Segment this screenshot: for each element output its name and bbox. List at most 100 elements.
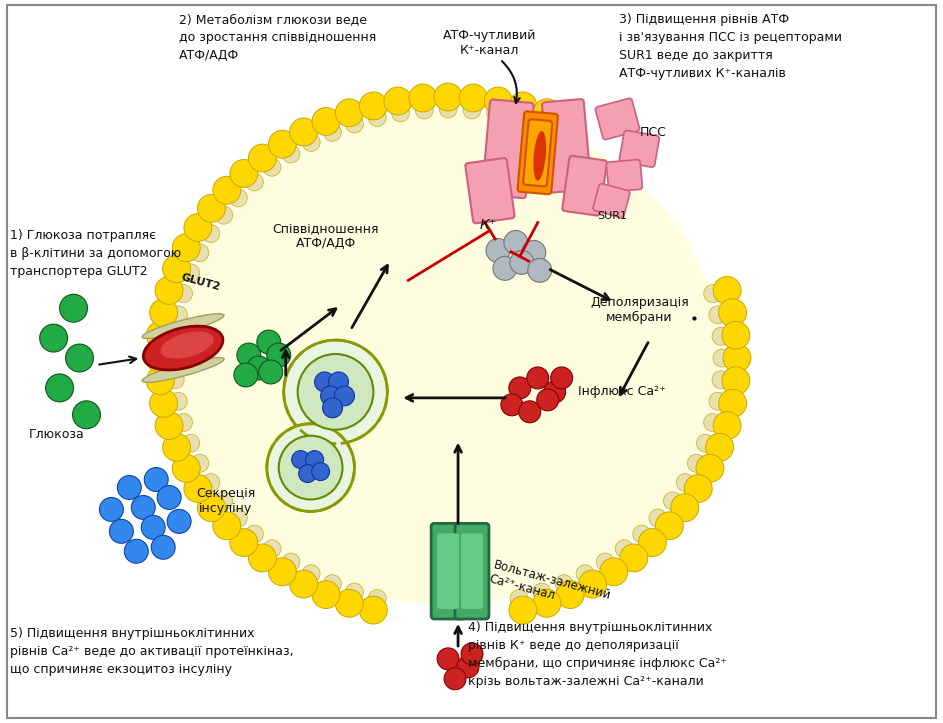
Circle shape (302, 133, 320, 151)
Circle shape (248, 144, 276, 172)
Circle shape (117, 476, 141, 500)
Circle shape (234, 363, 257, 387)
Circle shape (712, 371, 730, 389)
Circle shape (434, 83, 462, 111)
Circle shape (141, 515, 165, 539)
Circle shape (687, 454, 705, 472)
Circle shape (146, 367, 174, 395)
FancyBboxPatch shape (438, 534, 459, 609)
Circle shape (457, 656, 479, 677)
Circle shape (709, 306, 727, 324)
Circle shape (282, 145, 300, 163)
Text: Інфлюкс Са²⁺: Інфлюкс Са²⁺ (578, 385, 666, 398)
Circle shape (556, 108, 584, 135)
Circle shape (73, 401, 101, 429)
Circle shape (485, 87, 512, 115)
Text: К⁺: К⁺ (479, 218, 497, 233)
Circle shape (245, 525, 263, 543)
Circle shape (302, 565, 320, 583)
Text: 5) Підвищення внутрішньоклітинних
рівнів Са²⁺ веде до активації протеїнкіназ,
що: 5) Підвищення внутрішньоклітинних рівнів… (9, 627, 293, 676)
Circle shape (202, 225, 220, 242)
Circle shape (359, 92, 388, 120)
Circle shape (391, 104, 409, 121)
Circle shape (676, 474, 694, 492)
Circle shape (509, 92, 537, 120)
Circle shape (345, 115, 363, 133)
Circle shape (323, 124, 341, 141)
Text: АТФ-чутливий
К⁺-канал: АТФ-чутливий К⁺-канал (443, 29, 537, 57)
Circle shape (463, 101, 481, 119)
Circle shape (174, 285, 192, 302)
Circle shape (197, 494, 225, 522)
Circle shape (345, 583, 363, 601)
Text: 3) Підвищення рівнів АТФ
і зв'язування ПСС із рецепторами
SUR1 веде до закриття
: 3) Підвищення рівнів АТФ і зв'язування П… (620, 13, 842, 80)
Circle shape (335, 386, 355, 406)
Circle shape (439, 100, 457, 118)
FancyBboxPatch shape (482, 100, 534, 198)
Circle shape (144, 468, 168, 492)
Ellipse shape (142, 358, 224, 382)
Circle shape (109, 519, 133, 543)
Circle shape (600, 558, 628, 586)
Circle shape (554, 575, 572, 593)
Circle shape (576, 565, 594, 583)
Circle shape (415, 101, 433, 119)
Circle shape (298, 354, 373, 429)
Circle shape (409, 84, 437, 112)
Circle shape (215, 492, 233, 510)
Circle shape (323, 398, 342, 418)
Circle shape (248, 544, 276, 572)
Circle shape (197, 194, 225, 222)
Circle shape (696, 454, 724, 482)
Circle shape (533, 115, 551, 133)
Circle shape (533, 583, 551, 601)
Circle shape (615, 540, 633, 557)
Circle shape (306, 450, 323, 469)
FancyBboxPatch shape (620, 130, 659, 167)
Text: 2) Метаболізм глюкози веде
до зростання співвідношення
АТФ/АДФ: 2) Метаболізм глюкози веде до зростання … (179, 13, 376, 62)
Circle shape (501, 394, 522, 416)
Circle shape (527, 367, 549, 389)
Circle shape (359, 596, 388, 624)
Circle shape (709, 393, 727, 410)
Circle shape (290, 118, 318, 146)
Circle shape (167, 510, 191, 534)
FancyBboxPatch shape (523, 119, 553, 187)
Circle shape (131, 495, 156, 519)
Circle shape (697, 435, 715, 452)
Ellipse shape (177, 111, 720, 605)
Circle shape (722, 367, 750, 395)
Circle shape (230, 529, 257, 557)
Circle shape (155, 276, 183, 304)
Circle shape (237, 343, 261, 367)
Circle shape (150, 390, 177, 417)
Circle shape (722, 321, 750, 349)
Circle shape (263, 158, 281, 176)
Circle shape (282, 553, 300, 571)
Circle shape (66, 344, 93, 372)
Circle shape (229, 509, 247, 527)
Circle shape (312, 581, 339, 609)
Text: Глюкоза: Глюкоза (28, 428, 85, 441)
Circle shape (579, 570, 606, 598)
Text: 4) Підвищення внутрішньоклітинних
рівнів К⁺ веде до деполяризації
мембрани, що с: 4) Підвищення внутрішньоклітинних рівнів… (468, 621, 727, 688)
Circle shape (713, 349, 731, 367)
Circle shape (173, 234, 200, 262)
Circle shape (670, 494, 699, 522)
Circle shape (551, 367, 572, 389)
FancyBboxPatch shape (593, 184, 630, 218)
Circle shape (336, 589, 363, 617)
Circle shape (150, 299, 177, 327)
Circle shape (713, 276, 741, 304)
FancyBboxPatch shape (518, 111, 558, 194)
Circle shape (328, 372, 349, 392)
FancyBboxPatch shape (461, 534, 483, 609)
Circle shape (719, 299, 747, 327)
Ellipse shape (534, 131, 546, 181)
Circle shape (510, 108, 528, 127)
Circle shape (315, 372, 335, 392)
Circle shape (719, 390, 747, 417)
Circle shape (336, 99, 363, 127)
Circle shape (486, 239, 510, 262)
Circle shape (166, 371, 184, 389)
